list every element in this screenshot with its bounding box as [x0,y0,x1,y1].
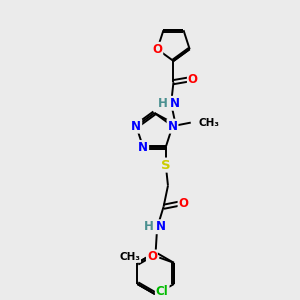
Text: S: S [161,159,170,172]
Text: Cl: Cl [156,285,169,298]
Text: O: O [178,197,188,210]
Text: H: H [158,97,168,110]
Text: N: N [131,120,141,133]
Text: N: N [170,97,180,110]
Text: N: N [168,120,178,133]
Text: O: O [147,250,157,263]
Text: H: H [144,220,154,233]
Text: O: O [188,73,198,86]
Text: CH₃: CH₃ [198,118,219,128]
Text: CH₃: CH₃ [119,252,140,262]
Text: O: O [152,43,162,56]
Text: N: N [138,141,148,154]
Text: N: N [156,220,166,233]
